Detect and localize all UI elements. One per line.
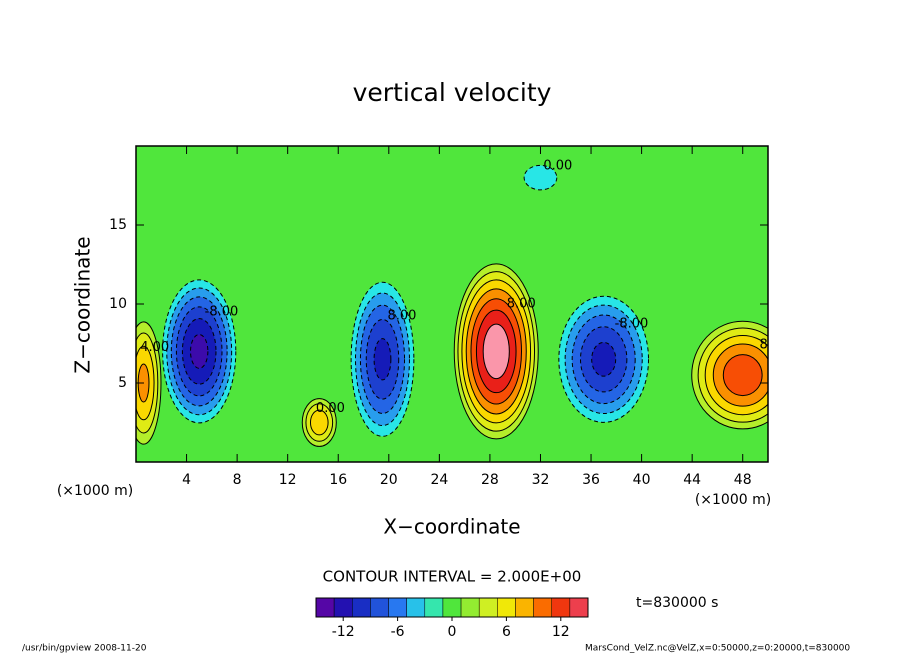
contour-band (482, 323, 510, 380)
y-axis-label: Z−coordinate (71, 236, 95, 373)
footer-left: /usr/bin/gpview 2008-11-20 (22, 644, 147, 654)
x-tick-label: 4 (182, 472, 191, 488)
colorbar-cell (388, 597, 407, 618)
colorbar-cell (424, 597, 444, 618)
x-tick-label: 44 (683, 472, 701, 488)
colorbar-cell (315, 597, 335, 618)
contour-band (309, 409, 329, 436)
field-background (136, 146, 768, 462)
x-unit: (×1000 m) (695, 492, 771, 508)
colorbar-tick-label: 0 (448, 624, 457, 640)
y-tick-label: 5 (118, 375, 127, 391)
x-tick-label: 12 (279, 472, 297, 488)
colorbar-cell (569, 597, 589, 618)
time-label: t=830000 s (636, 595, 718, 611)
contour-label: 8.00 (507, 297, 536, 312)
x-tick-label: 40 (633, 472, 651, 488)
colorbar-cell (515, 597, 534, 618)
colorbar-cell (551, 597, 571, 618)
colorbar-cell (478, 597, 498, 618)
colorbar-cell (370, 597, 389, 618)
y-tick-label: 15 (109, 217, 127, 233)
contour-band (523, 164, 558, 191)
colorbar-tick-label: -12 (332, 624, 355, 640)
contour-interval: CONTOUR INTERVAL = 2.000E+00 (323, 568, 582, 586)
x-tick-label: 8 (233, 472, 242, 488)
x-tick-label: 24 (430, 472, 448, 488)
contour-band (190, 333, 209, 369)
colorbar-cell (533, 597, 552, 618)
contour-band (373, 338, 392, 381)
contour-label: -8.00 (615, 316, 649, 331)
x-tick-label: 48 (734, 472, 752, 488)
contour-band (722, 354, 763, 397)
x-tick-label: 32 (532, 472, 550, 488)
contour-band (591, 341, 617, 377)
y-tick-label: 10 (109, 296, 127, 312)
colorbar-tick-label: 6 (502, 624, 511, 640)
colorbar-cell (333, 597, 353, 618)
colorbar-cell (406, 597, 426, 618)
colorbar-cell (352, 597, 371, 618)
contour-label: 0.00 (316, 401, 345, 416)
colorbar-cell (460, 597, 480, 618)
chart-title: vertical velocity (353, 78, 552, 107)
colorbar-tick-label: -6 (391, 624, 405, 640)
contour-label: 4.00 (140, 340, 169, 355)
x-axis-label: X−coordinate (383, 515, 520, 539)
colorbar-tick-label: 12 (552, 624, 570, 640)
contour-label: 8.00 (760, 338, 789, 353)
colorbar-cell (497, 597, 516, 618)
x-tick-label: 20 (380, 472, 398, 488)
contour-label: 8.00 (387, 308, 416, 323)
contour-field: -8.00 8.00 8.00 -8.00 8.00 0.00 4.00 0.00 (136, 146, 789, 462)
y-unit: (×1000 m) (57, 483, 133, 499)
contour-label: -8.00 (205, 304, 239, 319)
colorbar-cell (442, 597, 462, 618)
x-tick-label: 28 (481, 472, 499, 488)
contour-label: 0.00 (543, 158, 572, 173)
footer-right: MarsCond_VelZ.nc@VelZ,x=0:50000,z=0:2000… (585, 644, 850, 654)
x-tick-label: 36 (582, 472, 600, 488)
x-tick-label: 16 (329, 472, 347, 488)
